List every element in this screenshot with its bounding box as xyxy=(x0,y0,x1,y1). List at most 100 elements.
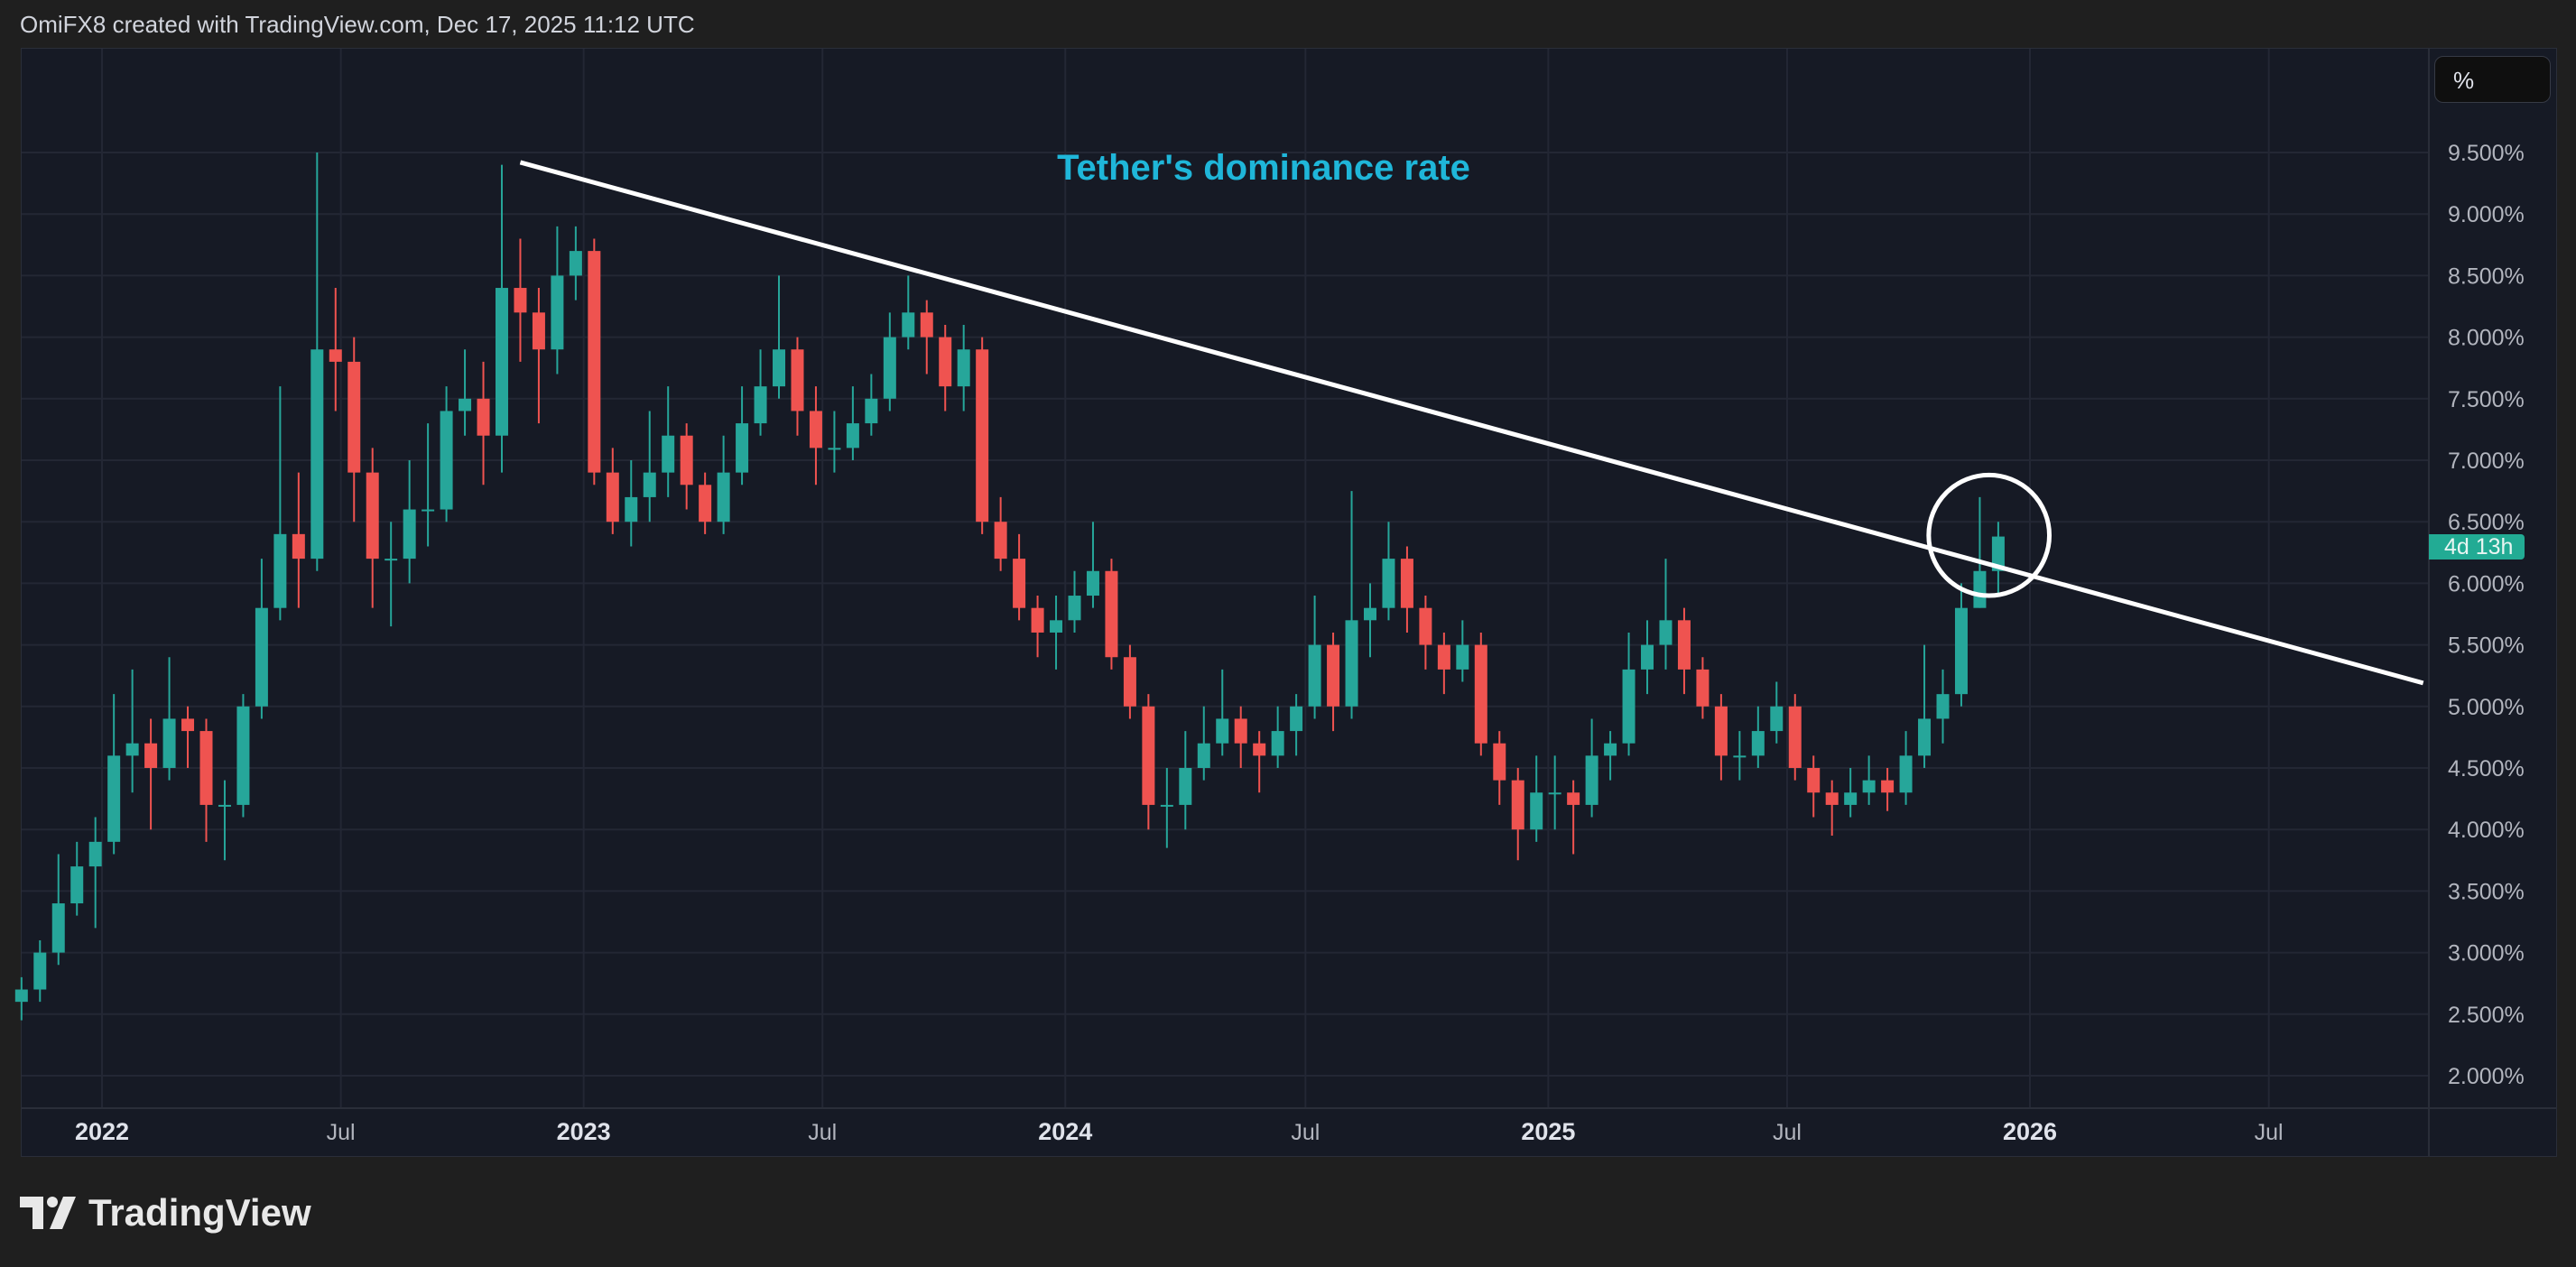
candle-body xyxy=(532,312,545,350)
candle-body xyxy=(347,361,361,473)
candle-body xyxy=(939,337,952,387)
candle-body xyxy=(1327,644,1340,707)
candle-body xyxy=(1714,706,1728,756)
candle-body xyxy=(1954,607,1968,695)
candle-body xyxy=(403,509,416,560)
candle-body xyxy=(14,989,28,1003)
y-tick-label: 6.500% xyxy=(2448,510,2525,535)
candle-body xyxy=(218,804,231,807)
candle-body xyxy=(1585,755,1598,805)
candle-body xyxy=(994,522,1007,560)
tradingview-logo[interactable]: TradingView xyxy=(20,1191,311,1235)
chart-title: Tether's dominance rate xyxy=(1057,148,1470,188)
candle-body xyxy=(1493,743,1506,781)
candle-body xyxy=(846,423,859,449)
candle-body xyxy=(125,743,139,756)
candle-body xyxy=(1659,620,1673,645)
candle-body xyxy=(181,718,195,732)
candle-body xyxy=(422,509,435,512)
candle-body xyxy=(1363,607,1376,621)
percent-scale-button[interactable]: % xyxy=(2434,56,2551,103)
candle-body xyxy=(273,533,287,608)
candle-body xyxy=(1234,718,1247,744)
candle-body xyxy=(1271,731,1284,756)
candle-body xyxy=(1142,706,1155,805)
highlight-circle xyxy=(1926,472,2052,598)
y-tick-label: 2.500% xyxy=(2448,1003,2525,1028)
candle-body xyxy=(902,312,915,338)
candle-body xyxy=(828,448,841,450)
y-tick-label: 8.000% xyxy=(2448,326,2525,351)
candle-body xyxy=(1160,804,1173,807)
candle-body xyxy=(199,731,213,805)
candle-body xyxy=(1788,706,1802,768)
y-tick-label: 6.000% xyxy=(2448,571,2525,597)
candle-body xyxy=(680,435,693,486)
y-tick-label: 5.500% xyxy=(2448,634,2525,659)
candle-body xyxy=(1936,694,1950,719)
candle-body xyxy=(51,903,65,953)
y-tick-label: 7.500% xyxy=(2448,387,2525,412)
candle-body xyxy=(754,386,767,424)
candle-body xyxy=(865,398,878,424)
candle-body xyxy=(606,472,619,523)
x-tick-label: Jul xyxy=(327,1120,356,1145)
candle-body xyxy=(1013,559,1026,608)
tradingview-logo-text: TradingView xyxy=(88,1191,311,1234)
candle-body xyxy=(162,718,176,768)
candle-body xyxy=(809,411,822,449)
candle-body xyxy=(1382,559,1395,608)
candle-body xyxy=(1179,768,1192,805)
candle-body xyxy=(1456,644,1469,670)
candle-body xyxy=(1733,755,1747,758)
candle-body xyxy=(236,706,250,805)
y-tick-label: 4.000% xyxy=(2448,818,2525,843)
y-tick-label: 4.500% xyxy=(2448,756,2525,781)
candle-body xyxy=(1770,706,1784,732)
candle-body xyxy=(310,349,324,560)
candle-body xyxy=(329,349,342,362)
candle-body xyxy=(1086,570,1099,597)
candle-body xyxy=(514,288,527,313)
candle-body xyxy=(1123,657,1136,707)
candle-body xyxy=(1622,669,1635,744)
candle-body xyxy=(1068,596,1081,621)
y-tick-label: 7.000% xyxy=(2448,449,2525,474)
candle-body xyxy=(1437,644,1450,670)
candle-body xyxy=(70,866,84,904)
candle-body xyxy=(643,472,656,497)
candle-body xyxy=(1918,718,1932,756)
x-tick-label: 2022 xyxy=(75,1118,129,1145)
candle-body xyxy=(717,472,730,523)
candle-body xyxy=(1050,620,1063,633)
candle-body xyxy=(773,349,786,387)
candle-body xyxy=(791,349,804,412)
candle-body xyxy=(1641,644,1654,670)
x-tick-label: 2023 xyxy=(557,1118,611,1145)
candle-body xyxy=(569,251,582,276)
candle-body xyxy=(883,337,896,399)
y-tick-label: 8.500% xyxy=(2448,264,2525,289)
candle-body xyxy=(495,288,508,436)
candle-body xyxy=(88,841,102,867)
candle-body xyxy=(1105,570,1118,658)
tradingview-logo-icon xyxy=(20,1197,76,1229)
candle-body xyxy=(1530,792,1543,830)
candle-body xyxy=(1973,570,1987,608)
candle-body xyxy=(33,952,47,990)
candle-body xyxy=(440,411,453,510)
candle-body xyxy=(976,349,989,523)
y-tick-label: 9.000% xyxy=(2448,202,2525,227)
x-tick-label: Jul xyxy=(2255,1120,2284,1145)
candle-body xyxy=(1825,792,1839,805)
candle-body xyxy=(255,607,268,707)
x-tick-label: 2026 xyxy=(2003,1118,2057,1145)
candle-body xyxy=(736,423,749,473)
candle-body xyxy=(1696,669,1710,707)
bar-countdown-badge: 4d 13h xyxy=(2429,534,2525,560)
candle-body xyxy=(1419,607,1432,645)
candle-body xyxy=(459,398,472,412)
candle-body xyxy=(1197,743,1210,768)
attribution-text: OmiFX8 created with TradingView.com, Dec… xyxy=(20,11,695,38)
